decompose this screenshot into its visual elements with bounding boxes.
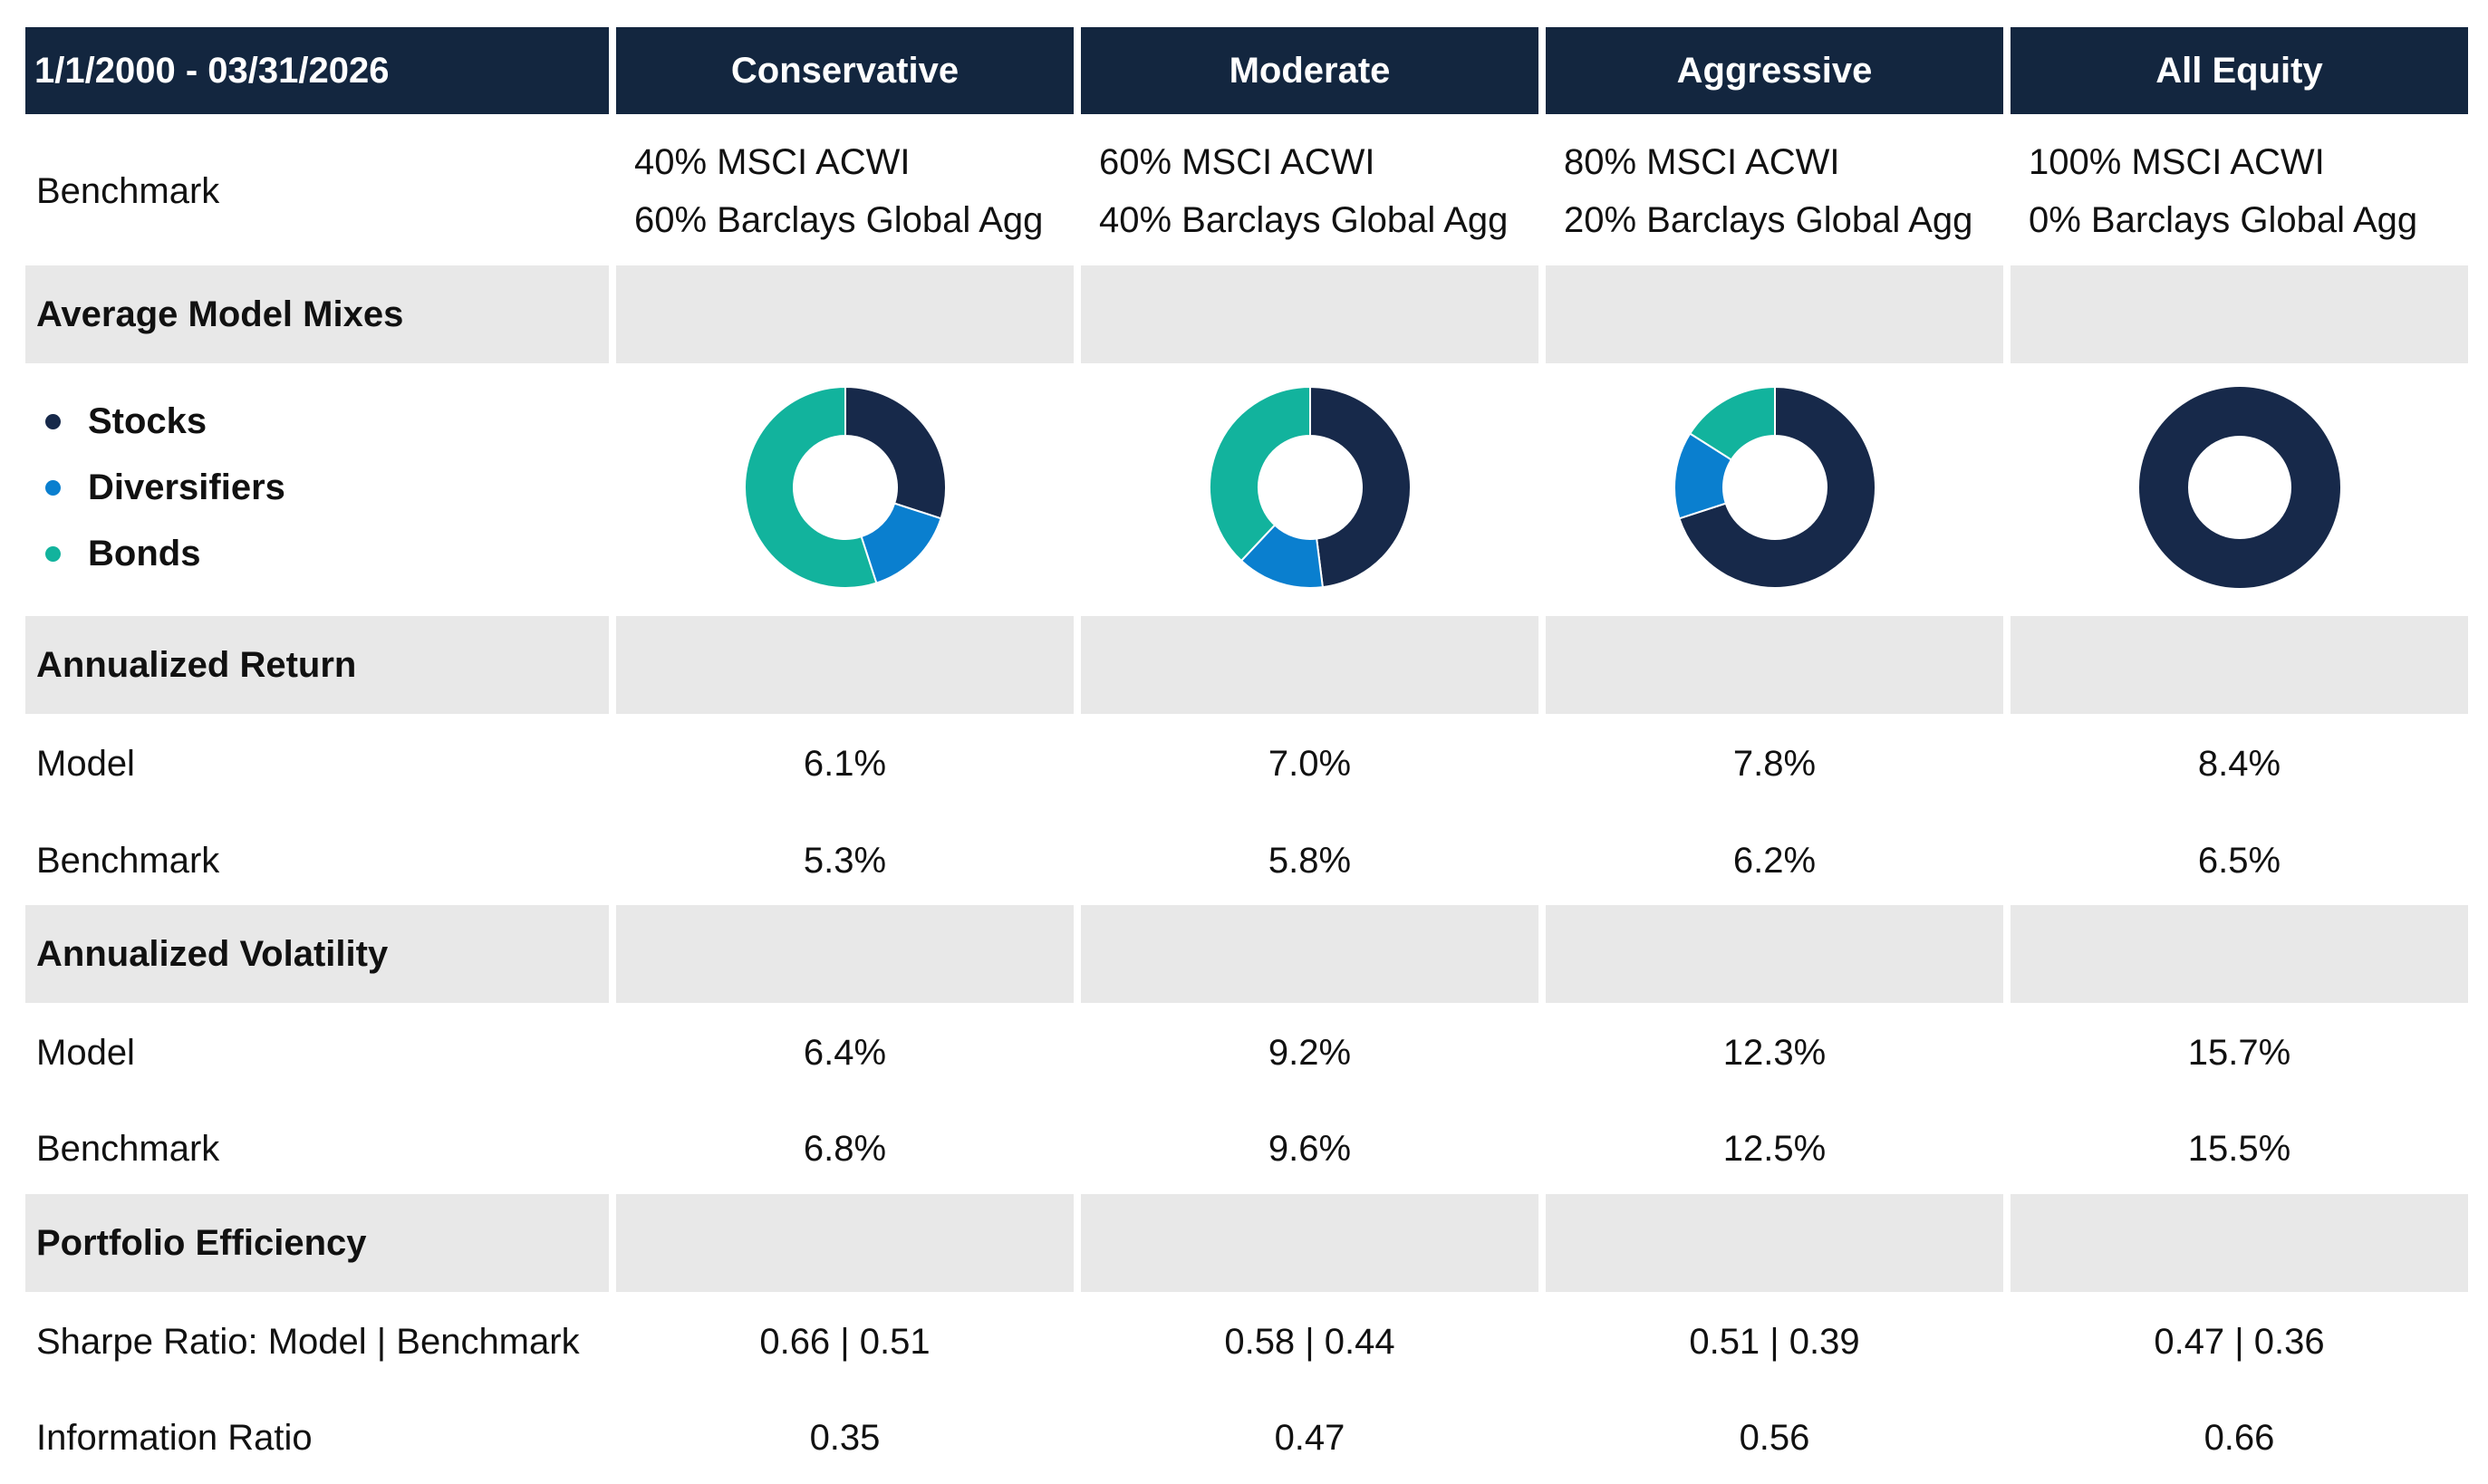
benchmark-line: 60% Barclays Global Agg [634,200,1044,240]
donut-slice-bonds [743,385,878,589]
vol-model-aggressive: 12.3% [1722,1032,1827,1073]
legend-label: Diversifiers [88,467,285,507]
section-average-model-mixes: Average Model Mixes [25,265,609,363]
period-label: 1/1/2000 - 03/31/2026 [34,50,390,91]
vol-benchmark-aggressive: 12.5% [1722,1128,1827,1169]
benchmark-line: 40% Barclays Global Agg [1099,200,1509,240]
donut-slice-stocks [1308,385,1412,589]
return-benchmark-moderate: 5.8% [1268,840,1352,881]
section-filler [1546,265,2003,363]
benchmark-all-equity: 100% MSCI ACWI 0% Barclays Global Agg [2011,132,2468,250]
section-portfolio-efficiency: Portfolio Efficiency [25,1194,609,1292]
info-ratio-moderate: 0.47 [1274,1417,1345,1458]
info-ratio-aggressive: 0.56 [1739,1417,1810,1458]
section-filler [2011,905,2468,1003]
donut-chart-moderate [1208,385,1412,589]
info-ratio-all-equity: 0.66 [2204,1417,2275,1458]
vol-model-conservative: 6.4% [803,1032,887,1073]
donut-slice-bonds [1208,385,1311,563]
column-header-label: Aggressive [1676,50,1873,91]
section-filler [1546,905,2003,1003]
donut-chart-conservative [743,385,947,589]
donut-slice-bonds [1688,385,1776,461]
donut-slice-stocks [2138,387,2340,588]
period-header: 1/1/2000 - 03/31/2026 [25,27,609,114]
donut-cell-conservative [616,374,1074,601]
sharpe-moderate: 0.58 | 0.44 [1224,1321,1395,1362]
return-model-label: Model [36,743,135,784]
benchmark-aggressive: 80% MSCI ACWI 20% Barclays Global Agg [1546,132,2003,250]
benchmark-line: 100% MSCI ACWI [2029,142,2325,182]
section-filler [1546,1194,2003,1292]
benchmark-line: 0% Barclays Global Agg [2029,200,2418,240]
section-filler [616,616,1074,714]
return-benchmark-label: Benchmark [36,840,220,881]
section-filler [1081,265,1538,363]
section-filler [616,1194,1074,1292]
section-filler [616,265,1074,363]
benchmark-label: Benchmark [36,170,220,211]
return-model-all-equity: 8.4% [2197,743,2281,784]
donut-cell-aggressive [1546,374,2003,601]
legend-dot-stocks [45,413,61,429]
vol-benchmark-label: Benchmark [36,1128,220,1169]
column-header-label: Moderate [1229,50,1391,91]
section-filler [2011,616,2468,714]
legend-item-bonds: Bonds [36,521,200,587]
sharpe-conservative: 0.66 | 0.51 [759,1321,931,1362]
legend-item-diversifiers: Diversifiers [36,455,285,521]
legend-label: Bonds [88,533,201,573]
return-model-moderate: 7.0% [1268,743,1352,784]
benchmark-moderate: 60% MSCI ACWI 40% Barclays Global Agg [1081,132,1538,250]
column-header-conservative: Conservative [616,27,1074,114]
donut-cell-moderate [1081,374,1538,601]
column-header-all-equity: All Equity [2011,27,2468,114]
section-filler [2011,1194,2468,1292]
section-annualized-return: Annualized Return [25,616,609,714]
vol-benchmark-moderate: 9.6% [1268,1128,1352,1169]
vol-model-all-equity: 15.7% [2187,1032,2291,1073]
vol-model-moderate: 9.2% [1268,1032,1352,1073]
column-header-aggressive: Aggressive [1546,27,2003,114]
sharpe-ratio-label: Sharpe Ratio: Model | Benchmark [36,1321,580,1362]
legend-label: Stocks [88,400,207,441]
legend-dot-bonds [45,545,61,562]
benchmark-line: 60% MSCI ACWI [1099,142,1375,182]
information-ratio-label: Information Ratio [36,1417,313,1458]
section-filler [2011,265,2468,363]
return-model-conservative: 6.1% [803,743,887,784]
donut-slice-stocks [1677,385,1876,589]
legend-dot-diversifiers [45,479,61,496]
benchmark-line: 80% MSCI ACWI [1564,142,1840,182]
benchmark-line: 20% Barclays Global Agg [1564,200,1973,240]
legend-item-stocks: Stocks [36,389,207,455]
benchmark-conservative: 40% MSCI ACWI 60% Barclays Global Agg [616,132,1074,250]
return-benchmark-conservative: 5.3% [803,840,887,881]
donut-chart-all-equity [2138,387,2340,588]
section-filler [616,905,1074,1003]
column-header-label: All Equity [2155,50,2323,91]
return-model-aggressive: 7.8% [1732,743,1817,784]
mix-legend: Stocks Diversifiers Bonds [25,374,609,601]
section-filler [1546,616,2003,714]
column-header-label: Conservative [730,50,960,91]
sharpe-all-equity: 0.47 | 0.36 [2154,1321,2325,1362]
return-benchmark-all-equity: 6.5% [2197,840,2281,881]
vol-benchmark-conservative: 6.8% [803,1128,887,1169]
section-filler [1081,616,1538,714]
section-filler [1081,905,1538,1003]
sharpe-aggressive: 0.51 | 0.39 [1689,1321,1860,1362]
vol-benchmark-all-equity: 15.5% [2187,1128,2291,1169]
donut-slice-stocks [844,385,947,520]
column-header-moderate: Moderate [1081,27,1538,114]
benchmark-line: 40% MSCI ACWI [634,142,911,182]
section-filler [1081,1194,1538,1292]
info-ratio-conservative: 0.35 [809,1417,881,1458]
return-benchmark-aggressive: 6.2% [1732,840,1817,881]
vol-model-label: Model [36,1032,135,1073]
section-annualized-volatility: Annualized Volatility [25,905,609,1003]
donut-cell-all-equity [2011,374,2468,601]
donut-chart-aggressive [1673,385,1876,589]
